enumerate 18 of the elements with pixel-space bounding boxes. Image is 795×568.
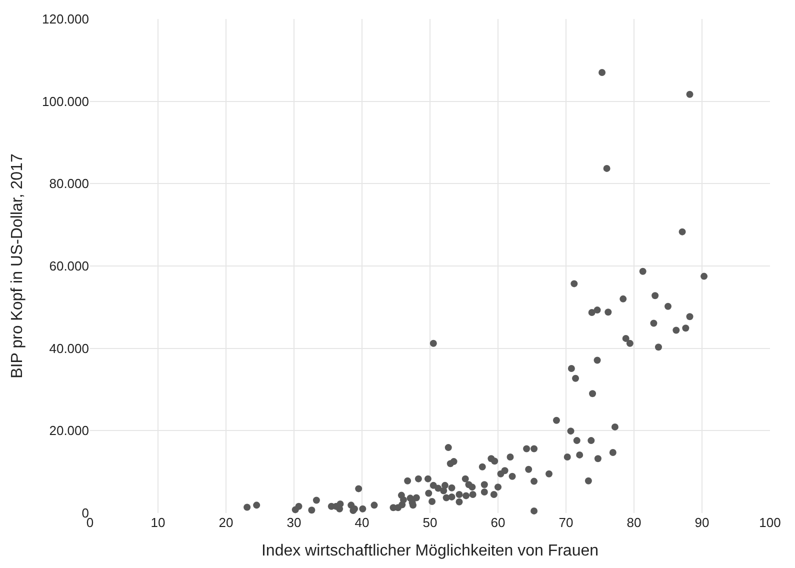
x-tick-label: 40	[354, 515, 370, 530]
x-tick-label: 20	[218, 515, 234, 530]
y-tick-label: 100.000	[42, 94, 89, 109]
x-tick-label: 10	[150, 515, 166, 530]
y-tick-label: 120.000	[42, 12, 89, 27]
y-tick-label: 40.000	[49, 340, 89, 356]
y-axis-title: BIP pro Kopf in US-Dollar, 2017	[8, 154, 26, 378]
y-tick-label: 80.000	[49, 176, 89, 192]
x-tick-label: 30	[286, 515, 302, 530]
y-tick-label: 20.000	[49, 423, 89, 438]
x-tick-label: 80	[626, 515, 642, 530]
x-tick-label: 60	[490, 515, 506, 530]
x-axis-title: Index wirtschaftlicher Möglichkeiten von Frauen	[261, 542, 599, 560]
x-tick-label: 50	[422, 515, 438, 530]
x-tick-label: 70	[558, 515, 574, 530]
y-tick-label: 60.000	[49, 258, 89, 274]
x-tick-label: 100	[759, 515, 781, 530]
x-tick-label: 90	[694, 515, 710, 530]
